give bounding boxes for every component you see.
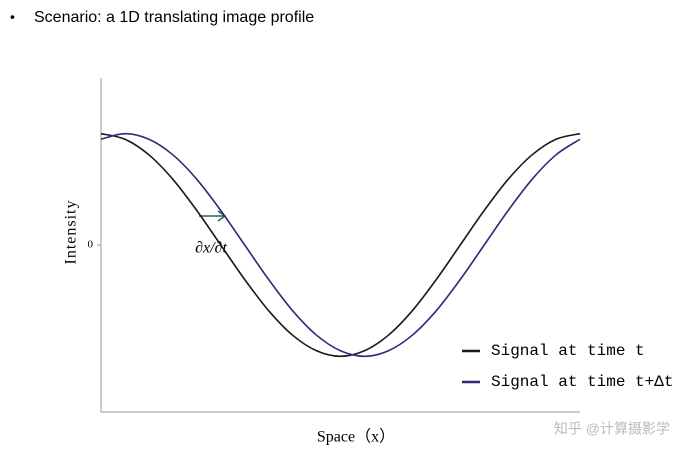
heading: Scenario: a 1D translating image profile: [34, 9, 314, 26]
legend-label: Signal at time t: [491, 342, 645, 360]
bullet: •: [10, 9, 15, 25]
signal-line: [100, 132, 581, 358]
y-axis-label: Intensity: [63, 200, 80, 265]
y-tick-label: 0: [88, 239, 94, 251]
signal-line: [100, 132, 581, 358]
legend-label: Signal at time t+Δt: [491, 373, 673, 391]
x-axis-label: Space（x）: [317, 428, 395, 446]
watermark: 知乎 @计算摄影学: [554, 421, 670, 437]
